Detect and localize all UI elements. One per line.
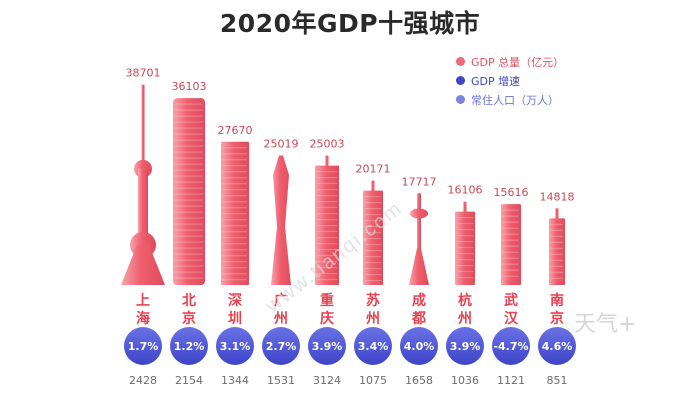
- city-label-char1: 深: [228, 292, 242, 309]
- growth-circle: [262, 327, 300, 365]
- legend-item-gdp: GDP 总量（亿元）: [456, 52, 564, 71]
- bar-guangzhou: [271, 155, 291, 285]
- population-value-label: 1658: [405, 374, 433, 387]
- growth-circle: [354, 327, 392, 365]
- bar-chengdu-pod: [410, 208, 428, 219]
- watermark-logo: 天气+: [574, 312, 637, 337]
- city-label-char2: 庆: [320, 310, 334, 327]
- city-label-char1: 北: [182, 293, 196, 309]
- legend-label-population: 常住人口（万人）: [471, 93, 559, 107]
- growth-circle: [216, 327, 254, 365]
- growth-circle: [492, 327, 530, 365]
- legend-dot-population: [456, 95, 465, 104]
- city-label-char1: 上: [136, 293, 150, 309]
- bar-spire-9: [555, 208, 559, 221]
- gdp-value-label: 27670: [218, 124, 253, 137]
- city-label-char1: 杭: [458, 292, 472, 309]
- population-value-label: 1036: [451, 374, 479, 387]
- gdp-value-label: 16106: [448, 184, 483, 197]
- city-label-char2: 圳: [228, 311, 242, 327]
- population-value-label: 1075: [359, 374, 387, 387]
- legend: GDP 总量（亿元） GDP 增速 常住人口（万人）: [456, 52, 564, 109]
- growth-value-label: 1.2%: [174, 340, 205, 353]
- growth-value-label: 3.9%: [312, 340, 343, 353]
- growth-circle: [538, 327, 576, 365]
- growth-circle: [124, 327, 162, 365]
- growth-circle: [170, 327, 208, 365]
- city-label-char1: 南: [550, 292, 564, 309]
- growth-circle: [446, 327, 484, 365]
- city-label-char2: 州: [273, 311, 288, 327]
- bar-5: [363, 190, 383, 285]
- population-value-label: 1121: [497, 374, 525, 387]
- growth-circle: [400, 327, 438, 365]
- legend-dot-growth: [456, 76, 465, 85]
- bar-4: [315, 165, 339, 285]
- bar-spire-4: [325, 155, 329, 168]
- gdp-value-label: 36103: [172, 80, 207, 93]
- bar-8: [501, 204, 521, 285]
- growth-value-label: 3.9%: [450, 340, 481, 353]
- city-label-char2: 海: [136, 310, 150, 327]
- bar-7: [455, 211, 475, 285]
- city-label-char1: 苏: [366, 292, 380, 309]
- growth-value-label: 4.6%: [542, 340, 573, 353]
- growth-value-label: 4.0%: [404, 340, 435, 353]
- gdp-value-label: 15616: [494, 186, 529, 199]
- population-value-label: 851: [547, 374, 568, 387]
- city-label-char1: 武: [504, 292, 518, 309]
- gdp-value-label: 14818: [540, 190, 575, 203]
- bar-spire-7: [463, 201, 467, 214]
- bar-2: [221, 141, 249, 285]
- population-value-label: 3124: [313, 374, 341, 387]
- gdp-value-label: 38701: [126, 67, 161, 80]
- bar-1: [173, 98, 205, 285]
- city-label-char2: 京: [182, 310, 196, 327]
- growth-value-label: -4.7%: [493, 340, 528, 353]
- gdp-value-label: 17717: [402, 175, 437, 188]
- legend-item-population: 常住人口（万人）: [456, 90, 564, 109]
- bar-9: [549, 218, 565, 285]
- bar-chengdu-mast: [417, 193, 421, 285]
- city-label-char1: 广: [274, 292, 288, 309]
- legend-label-gdp: GDP 总量（亿元）: [471, 55, 565, 69]
- chart-title: 2020年GDP十强城市: [219, 9, 481, 38]
- legend-item-growth: GDP 增速: [456, 71, 564, 90]
- gdp-value-label: 25003: [310, 138, 345, 151]
- growth-value-label: 3.1%: [220, 340, 251, 353]
- gdp-value-label: 25019: [264, 138, 299, 151]
- gdp-value-label: 20171: [356, 163, 391, 176]
- city-label-char1: 成: [412, 292, 426, 309]
- city-label-char1: 重: [320, 292, 334, 309]
- bar-shanghai-base: [121, 244, 165, 285]
- growth-value-label: 3.4%: [358, 340, 389, 353]
- bar-shanghai-column: [138, 168, 148, 249]
- city-label-char2: 汉: [504, 311, 519, 327]
- bar-spire-5: [371, 180, 375, 193]
- population-value-label: 2154: [175, 374, 203, 387]
- city-label-char2: 京: [550, 310, 564, 327]
- city-label-char2: 州: [457, 311, 472, 327]
- growth-circle: [308, 327, 346, 365]
- city-label-char2: 都: [411, 311, 426, 327]
- population-value-label: 2428: [129, 374, 157, 387]
- population-value-label: 1531: [267, 374, 295, 387]
- legend-dot-gdp: [456, 57, 465, 66]
- city-label-char2: 州: [365, 311, 380, 327]
- bar-chengdu-base: [409, 248, 429, 285]
- growth-value-label: 1.7%: [128, 340, 159, 353]
- growth-value-label: 2.7%: [266, 340, 297, 353]
- legend-label-growth: GDP 增速: [471, 74, 521, 88]
- population-value-label: 1344: [221, 374, 249, 387]
